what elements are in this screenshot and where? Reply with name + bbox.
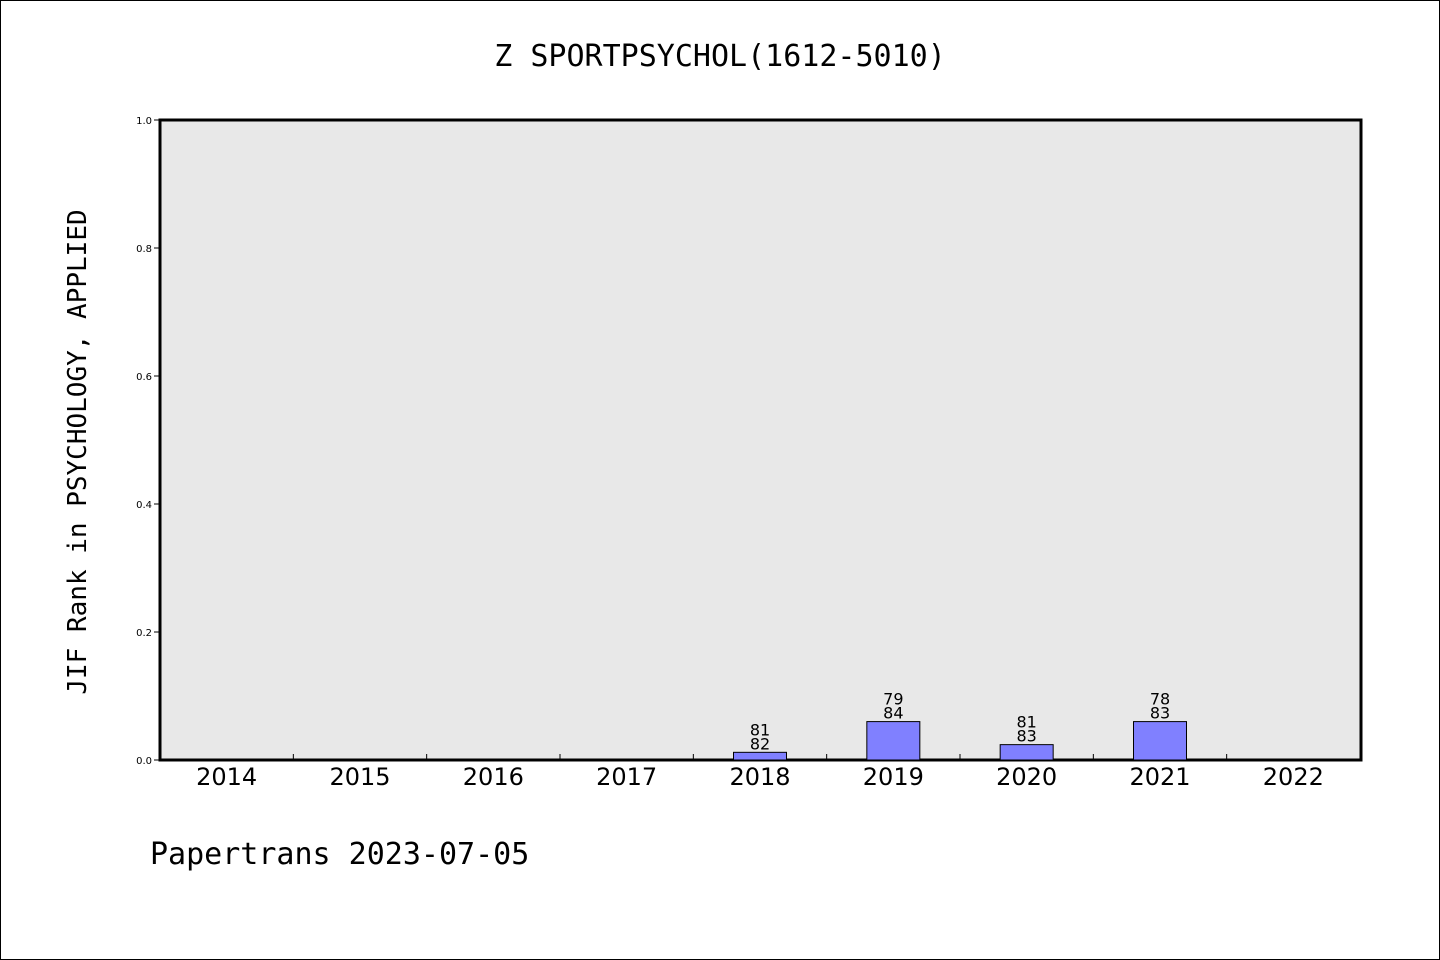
- x-tick-label: 2018: [729, 763, 790, 791]
- x-tick-label: 2014: [196, 763, 257, 791]
- bar-rank-label: 78: [1150, 690, 1170, 709]
- bar: [999, 744, 1054, 761]
- y-tick-label: 0.8: [136, 244, 152, 255]
- x-tick-label: 2016: [463, 763, 524, 791]
- bar-rank-label: 79: [883, 690, 903, 709]
- y-tick-label: 0.6: [136, 372, 152, 383]
- x-tick-label: 2022: [1263, 763, 1324, 791]
- plot-area: [158, 118, 1363, 762]
- chart-title: Z SPORTPSYCHOL(1612-5010): [494, 39, 946, 74]
- footer-text: Papertrans 2023-07-05: [150, 837, 529, 872]
- y-tick-label: 0.2: [136, 628, 152, 639]
- bar: [733, 751, 787, 761]
- bar-total-label: 82: [750, 734, 770, 753]
- y-tick-label: 0.0: [136, 756, 152, 767]
- y-tick-label: 0.4: [136, 500, 152, 511]
- bar-rank-label: 81: [1016, 713, 1036, 732]
- x-tick-label: 2021: [1129, 763, 1190, 791]
- x-tick-label: 2017: [596, 763, 657, 791]
- bar-total-label: 83: [1150, 704, 1170, 723]
- y-tick-label: 1.0: [136, 116, 152, 127]
- y-axis: 0.0 0.2 0.4 0.6 0.8 1.0: [136, 116, 160, 767]
- x-axis: 2014 2015 2016 2017 2018 2019 2020 2021 2022: [196, 754, 1324, 791]
- bar-total-label: 84: [883, 704, 903, 723]
- y-axis-label: JIF Rank in PSYCHOLOGY, APPLIED: [63, 209, 93, 694]
- x-tick-label: 2020: [996, 763, 1057, 791]
- bar-total-label: 83: [1016, 727, 1036, 746]
- x-tick-label: 2019: [863, 763, 924, 791]
- bar-rank-label: 81: [750, 720, 770, 739]
- x-tick-label: 2015: [329, 763, 390, 791]
- bar: [1133, 721, 1187, 761]
- bar: [866, 721, 921, 761]
